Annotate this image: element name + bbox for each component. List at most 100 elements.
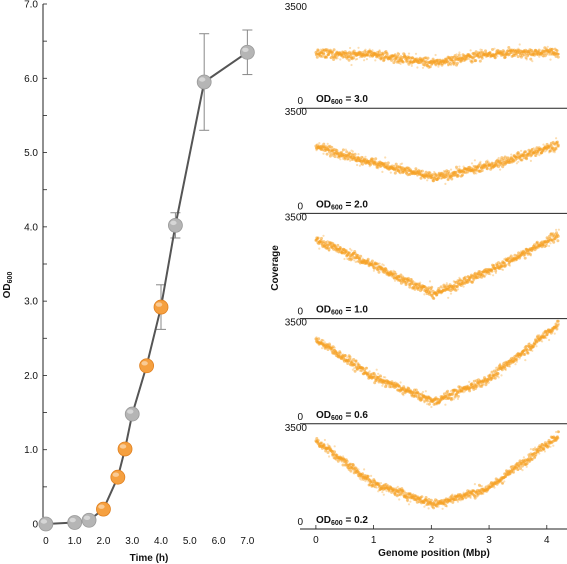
coverage-point [386,484,390,487]
coverage-point [382,264,385,267]
coverage-point [356,467,359,470]
coverage-point [404,283,408,287]
coverage-point [320,54,324,58]
coverage-point [345,150,349,154]
coverage-point [531,349,534,352]
coverage-point [322,339,325,342]
coverage-point [525,58,528,61]
coverage-point [556,52,560,56]
coverage-point [377,50,381,54]
coverage-point [364,48,367,51]
coverage-point [529,57,533,61]
coverage-point [447,170,451,173]
coverage-point [372,269,375,272]
coverage-point [545,52,549,56]
coverage-point [523,256,527,260]
coverage-point [527,461,530,464]
coverage-point [480,48,483,52]
growth-curve-chart: 0 1.0 2.0 3.0 4.0 5.0 6.0 7.0 0 1.0 2.0 3.0 4.0 5.0 6… [2,0,255,564]
left-y-tick-label: 7.0 [24,0,38,11]
coverage-point [401,60,405,64]
coverage-point [378,374,382,378]
coverage-point [464,496,468,500]
coverage-point [525,462,529,466]
left-y-tick-label: 3.0 [24,297,38,308]
coverage-point [417,393,421,396]
coverage-point [350,149,353,152]
data-point-highlight [119,444,127,449]
coverage-point [550,144,554,147]
coverage-point [332,247,336,251]
coverage-point [539,147,543,151]
coverage-point [359,254,363,258]
coverage-point [316,236,320,240]
coverage-point [553,151,556,154]
data-point-orange [153,299,169,315]
coverage-point [517,152,521,156]
coverage-point [455,285,459,289]
coverage-point [360,155,364,159]
coverage-point [379,375,383,378]
coverage-point [414,52,418,55]
coverage-point [364,155,367,158]
data-point-orange [110,469,126,485]
coverage-point [385,51,389,55]
coverage-point [530,148,534,151]
coverage-point [442,392,446,396]
coverage-point [448,62,452,65]
coverage-point [462,491,465,494]
coverage-point [516,468,520,471]
coverage-point [456,174,460,178]
coverage-point [431,173,435,177]
coverage-point [555,430,558,434]
left-y-ticks: 0 1.0 2.0 3.0 4.0 5.0 6.0 7.0 [24,0,47,531]
coverage-point [363,468,366,471]
data-point-gray [81,512,97,528]
coverage-point [420,495,424,499]
coverage-point [333,346,336,349]
data-point-gray [239,44,255,60]
coverage-point [494,366,497,369]
coverage-point [357,468,360,471]
coverage-point [444,504,448,507]
coverage-point [549,58,552,61]
coverage-point [496,55,499,58]
coverage-point [479,48,482,51]
coverage-point [500,268,503,271]
coverage-point [520,158,524,162]
coverage-point [538,154,541,157]
coverage-point [463,275,467,279]
coverage-point [327,248,331,252]
coverage-point [426,179,429,182]
coverage-point [446,178,450,182]
coverage-point [424,390,427,393]
coverage-point [458,165,461,168]
data-point-orange [96,501,111,517]
coverage-points [314,228,561,300]
coverage-point [497,156,500,160]
coverage-point [555,231,558,235]
coverage-point [339,247,343,251]
left-x-tick-label: 6.0 [212,536,226,547]
coverage-point [326,443,329,446]
coverage-point [366,372,370,376]
coverage-point [373,485,377,489]
coverage-point [351,463,355,467]
data-point-highlight [170,220,177,226]
right-x-tick-label: 0 [313,535,319,546]
coverage-point [523,253,527,256]
coverage-point [346,157,350,161]
coverage-point [456,397,460,400]
coverage-point [361,162,365,166]
coverage-point [475,384,479,388]
coverage-point [541,340,544,343]
coverage-point [492,274,495,277]
coverage-point [557,322,561,326]
coverage-point [495,162,499,166]
coverage-point [556,239,560,243]
left-y-tick-label: 1.0 [24,445,38,456]
coverage-point [439,285,443,289]
coverage-point [524,56,528,60]
coverage-point [524,150,528,154]
coverage-point [420,169,424,173]
